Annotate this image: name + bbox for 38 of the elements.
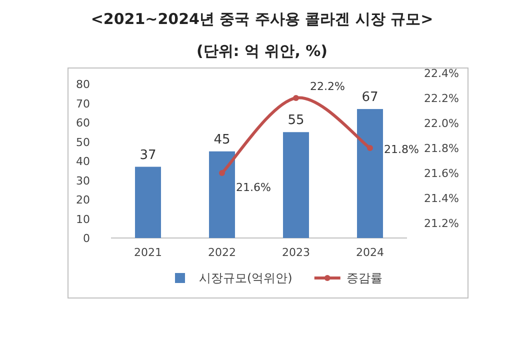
legend-label: 증감률 [346, 271, 382, 285]
data-label: 67 [362, 90, 378, 106]
y2-tick-label: 21.4% [424, 192, 459, 205]
y-tick-label: 20 [76, 194, 90, 206]
y2-tick-label: 21.8% [424, 142, 459, 155]
y-tick-label: 60 [76, 116, 90, 130]
point [219, 170, 225, 176]
y-tick-label: 50 [76, 136, 90, 149]
y-tick-label: 0 [83, 232, 90, 245]
x-tick-label: 2023 [282, 246, 310, 259]
x-tick-label: 2024 [356, 246, 384, 259]
data-label: 37 [140, 148, 156, 163]
y-tick-label: 30 [76, 174, 90, 188]
x-tick-label: 2022 [208, 246, 236, 259]
data-label: 55 [288, 113, 304, 128]
legend-label: 시장규모(억위안) [199, 271, 292, 285]
data-label: 22.2% [310, 80, 345, 93]
y-tick-label: 10 [76, 212, 90, 226]
bar [135, 166, 161, 238]
data-label: 45 [214, 132, 230, 148]
y2-tick-label: 21.6% [424, 167, 459, 180]
bar [209, 151, 235, 238]
y2-tick-label: 22.4% [424, 67, 459, 80]
point [367, 145, 373, 151]
data-label: 21.8% [384, 143, 419, 156]
y2-tick-label: 21.2% [424, 217, 459, 230]
bar [283, 132, 309, 238]
y-tick-label: 40 [76, 155, 90, 168]
y2-tick-label: 22.2% [424, 92, 459, 105]
chart-subtitle: (단위: 억 위안, %) [196, 42, 328, 60]
chart-title: <2021~2024년 중국 주사용 콜라겐 시장 규모> [90, 10, 434, 28]
data-label: 21.6% [236, 181, 271, 194]
y-tick-label: 70 [76, 97, 90, 110]
point [293, 95, 299, 101]
x-tick-label: 2021 [134, 246, 162, 259]
y2-tick-label: 22.0% [424, 117, 459, 130]
y-tick-label: 80 [76, 78, 90, 91]
bar [357, 109, 383, 238]
